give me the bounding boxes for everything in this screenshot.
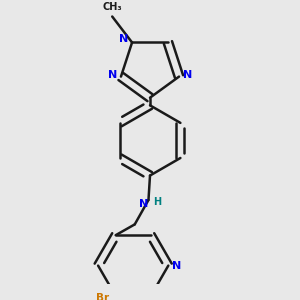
Text: CH₃: CH₃ xyxy=(102,2,122,12)
Text: N: N xyxy=(139,199,148,208)
Text: H: H xyxy=(154,197,162,207)
Text: N: N xyxy=(108,70,117,80)
Text: N: N xyxy=(119,34,128,44)
Text: N: N xyxy=(172,261,182,271)
Text: Br: Br xyxy=(96,292,110,300)
Text: N: N xyxy=(183,70,192,80)
